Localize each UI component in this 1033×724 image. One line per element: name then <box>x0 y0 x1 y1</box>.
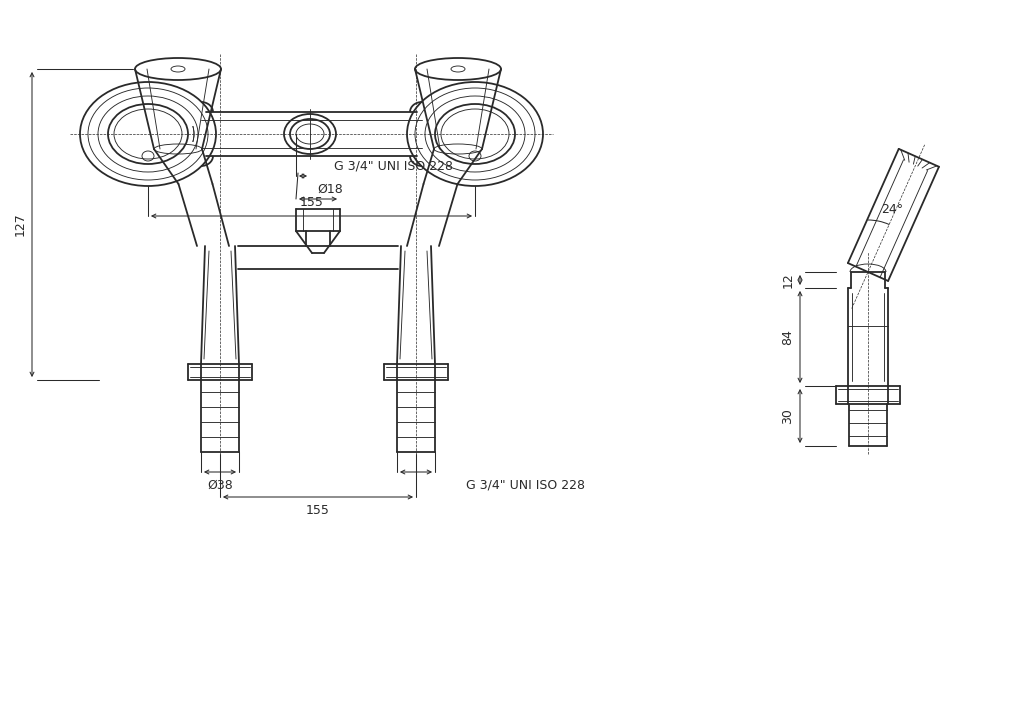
Text: Ø18: Ø18 <box>317 182 343 195</box>
Text: 127: 127 <box>13 213 27 236</box>
Text: G 3/4" UNI ISO 228: G 3/4" UNI ISO 228 <box>334 159 452 172</box>
Text: 84: 84 <box>782 329 794 345</box>
Text: 24°: 24° <box>881 203 903 216</box>
Text: 155: 155 <box>306 503 330 516</box>
Text: 30: 30 <box>782 408 794 424</box>
Text: Ø38: Ø38 <box>208 479 232 492</box>
Text: 155: 155 <box>300 195 323 209</box>
Text: G 3/4" UNI ISO 228: G 3/4" UNI ISO 228 <box>467 479 586 492</box>
Text: 12: 12 <box>782 272 794 288</box>
